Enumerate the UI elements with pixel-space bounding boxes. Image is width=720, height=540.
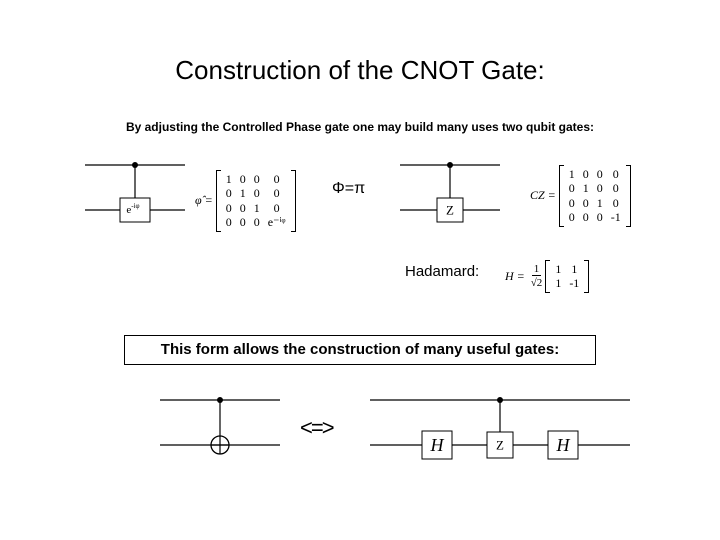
matrix-cell: 0: [593, 167, 607, 181]
matrix-cell: 0: [579, 210, 593, 224]
matrix-cell: 1: [579, 181, 593, 195]
page-title: Construction of the CNOT Gate:: [0, 55, 720, 86]
hadamard-fraction: 1 √2: [531, 263, 543, 289]
phase-sup: -iφ: [131, 202, 139, 210]
cz-matrix-lhs: CZ =: [530, 188, 556, 203]
matrix-cell: 0: [222, 201, 236, 215]
matrix-cell: e⁻ⁱᵠ: [264, 215, 290, 229]
phi-matrix-lhs: φ̂ =: [195, 193, 213, 208]
h-gate-1-label: H: [430, 435, 445, 455]
hadamard-matrix-body: 111-1: [551, 262, 583, 291]
matrix-cell: 0: [222, 215, 236, 229]
matrix-cell: 0: [579, 196, 593, 210]
hadamard-label: Hadamard:: [405, 263, 479, 280]
h-gate-2-label: H: [556, 435, 571, 455]
z-gate-2-label: Z: [496, 438, 504, 453]
phi-equals-pi-label: Φ=π: [332, 180, 365, 198]
cz-circuit: Z: [400, 155, 500, 235]
matrix-cell: 0: [250, 215, 264, 229]
matrix-cell: 0: [264, 201, 290, 215]
z-gate-label: Z: [446, 203, 454, 218]
matrix-cell: 0: [593, 181, 607, 195]
matrix-cell: 1: [236, 186, 250, 200]
hadamard-matrix: H = 1 √2 111-1: [505, 260, 589, 293]
matrix-cell: 0: [607, 181, 625, 195]
matrix-cell: 0: [250, 172, 264, 186]
matrix-cell: 0: [565, 196, 579, 210]
matrix-cell: 0: [565, 181, 579, 195]
hadamard-matrix-lhs: H =: [505, 269, 525, 284]
matrix-cell: 0: [250, 186, 264, 200]
cz-matrix: CZ = 100001000010000-1: [530, 165, 631, 227]
matrix-cell: 1: [593, 196, 607, 210]
matrix-cell: 1: [565, 262, 583, 276]
matrix-cell: 0: [236, 215, 250, 229]
form-text-box: This form allows the construction of man…: [124, 335, 596, 365]
matrix-cell: 0: [222, 186, 236, 200]
matrix-cell: 1: [551, 262, 565, 276]
matrix-cell: 0: [607, 196, 625, 210]
matrix-cell: 1: [551, 276, 565, 290]
subtitle: By adjusting the Controlled Phase gate o…: [0, 120, 720, 134]
matrix-cell: 0: [565, 210, 579, 224]
matrix-cell: 0: [579, 167, 593, 181]
matrix-cell: 0: [236, 172, 250, 186]
matrix-cell: 1: [565, 167, 579, 181]
equivalence-symbol: <=>: [300, 415, 333, 441]
matrix-cell: 1: [250, 201, 264, 215]
matrix-cell: 0: [264, 172, 290, 186]
cz-matrix-body: 100001000010000-1: [565, 167, 625, 225]
matrix-cell: 0: [593, 210, 607, 224]
hzh-circuit: H Z H: [370, 390, 630, 465]
matrix-cell: 0: [264, 186, 290, 200]
matrix-cell: -1: [565, 276, 583, 290]
controlled-phase-circuit: e-iφ: [85, 155, 185, 235]
phi-matrix: φ̂ = 100001000010000e⁻ⁱᵠ: [195, 170, 296, 232]
cnot-circuit: [160, 390, 280, 465]
matrix-cell: 0: [607, 167, 625, 181]
matrix-cell: 1: [222, 172, 236, 186]
matrix-cell: -1: [607, 210, 625, 224]
phi-matrix-body: 100001000010000e⁻ⁱᵠ: [222, 172, 290, 230]
matrix-cell: 0: [236, 201, 250, 215]
